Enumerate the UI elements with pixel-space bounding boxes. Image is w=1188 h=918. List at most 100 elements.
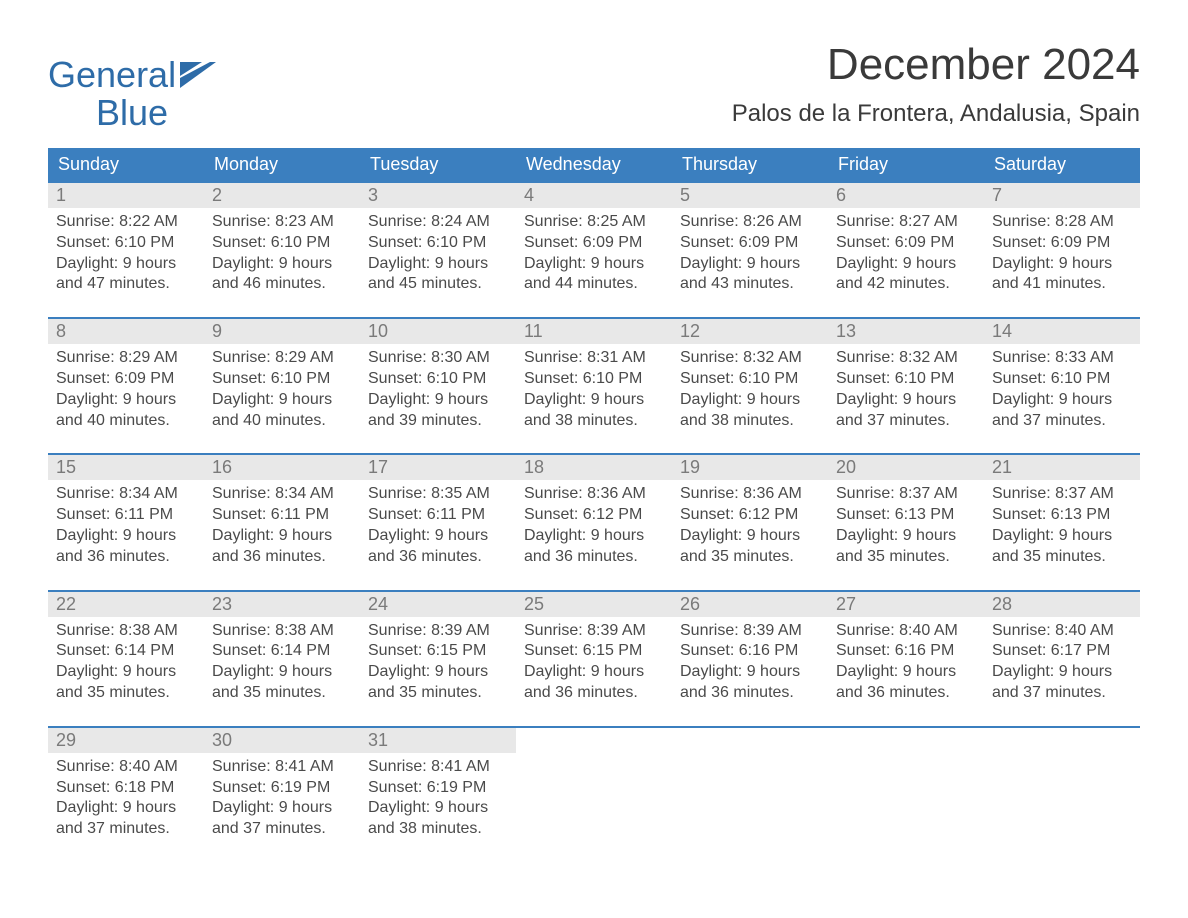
sunrise-label: Sunrise: bbox=[212, 213, 271, 230]
daylight-line1: Daylight: 9 hours bbox=[992, 662, 1132, 683]
daylight-label: Daylight: bbox=[524, 255, 586, 272]
sunset-value: 6:14 PM bbox=[115, 642, 175, 659]
sunset-line: Sunset: 6:17 PM bbox=[992, 641, 1132, 662]
day-cell: 16Sunrise: 8:34 AMSunset: 6:11 PMDayligh… bbox=[204, 455, 360, 571]
week-row: 29Sunrise: 8:40 AMSunset: 6:18 PMDayligh… bbox=[48, 726, 1140, 844]
sunset-value: 6:10 PM bbox=[271, 370, 331, 387]
sunrise-label: Sunrise: bbox=[992, 485, 1051, 502]
sunset-label: Sunset: bbox=[836, 642, 890, 659]
daylight-line2: and 44 minutes. bbox=[524, 274, 664, 295]
day-details: Sunrise: 8:31 AMSunset: 6:10 PMDaylight:… bbox=[516, 344, 672, 435]
sunrise-value: 8:27 AM bbox=[899, 213, 958, 230]
day-details: Sunrise: 8:40 AMSunset: 6:17 PMDaylight:… bbox=[984, 617, 1140, 708]
sunrise-value: 8:33 AM bbox=[1055, 349, 1114, 366]
sunrise-label: Sunrise: bbox=[992, 349, 1051, 366]
logo-text: General Blue bbox=[48, 56, 176, 132]
daylight-line2: and 38 minutes. bbox=[524, 411, 664, 432]
day-cell: 23Sunrise: 8:38 AMSunset: 6:14 PMDayligh… bbox=[204, 592, 360, 708]
daylight-label: Daylight: bbox=[56, 391, 118, 408]
week-row: 1Sunrise: 8:22 AMSunset: 6:10 PMDaylight… bbox=[48, 181, 1140, 299]
sunrise-label: Sunrise: bbox=[992, 622, 1051, 639]
day-number: 10 bbox=[360, 319, 516, 344]
daylight-label: Daylight: bbox=[56, 663, 118, 680]
day-number: 16 bbox=[204, 455, 360, 480]
day-details: Sunrise: 8:24 AMSunset: 6:10 PMDaylight:… bbox=[360, 208, 516, 299]
day-details: Sunrise: 8:32 AMSunset: 6:10 PMDaylight:… bbox=[672, 344, 828, 435]
daylight-value1: 9 hours bbox=[1059, 663, 1112, 680]
daylight-value1: 9 hours bbox=[747, 255, 800, 272]
daylight-line2: and 40 minutes. bbox=[212, 411, 352, 432]
day-number: 13 bbox=[828, 319, 984, 344]
daylight-value1: 9 hours bbox=[1059, 391, 1112, 408]
day-details: Sunrise: 8:34 AMSunset: 6:11 PMDaylight:… bbox=[48, 480, 204, 571]
day-number: 31 bbox=[360, 728, 516, 753]
sunset-value: 6:15 PM bbox=[427, 642, 487, 659]
sunrise-line: Sunrise: 8:22 AM bbox=[56, 212, 196, 233]
daylight-line1: Daylight: 9 hours bbox=[212, 526, 352, 547]
week-row: 22Sunrise: 8:38 AMSunset: 6:14 PMDayligh… bbox=[48, 590, 1140, 708]
day-cell: 5Sunrise: 8:26 AMSunset: 6:09 PMDaylight… bbox=[672, 183, 828, 299]
daylight-line2: and 45 minutes. bbox=[368, 274, 508, 295]
daylight-value1: 9 hours bbox=[123, 391, 176, 408]
daylight-line1: Daylight: 9 hours bbox=[992, 526, 1132, 547]
sunrise-line: Sunrise: 8:40 AM bbox=[836, 621, 976, 642]
sunrise-line: Sunrise: 8:26 AM bbox=[680, 212, 820, 233]
logo-word1: General bbox=[48, 54, 176, 95]
daylight-line2: and 37 minutes. bbox=[836, 411, 976, 432]
day-cell: 31Sunrise: 8:41 AMSunset: 6:19 PMDayligh… bbox=[360, 728, 516, 844]
daylight-line2: and 38 minutes. bbox=[368, 819, 508, 840]
day-number: 6 bbox=[828, 183, 984, 208]
sunset-label: Sunset: bbox=[836, 506, 890, 523]
daylight-label: Daylight: bbox=[836, 663, 898, 680]
location: Palos de la Frontera, Andalusia, Spain bbox=[732, 100, 1140, 128]
day-details: Sunrise: 8:30 AMSunset: 6:10 PMDaylight:… bbox=[360, 344, 516, 435]
day-cell: 14Sunrise: 8:33 AMSunset: 6:10 PMDayligh… bbox=[984, 319, 1140, 435]
daylight-line2: and 37 minutes. bbox=[992, 683, 1132, 704]
dow-header-row: SundayMondayTuesdayWednesdayThursdayFrid… bbox=[48, 148, 1140, 181]
sunrise-label: Sunrise: bbox=[368, 485, 427, 502]
day-number: 18 bbox=[516, 455, 672, 480]
sunset-line: Sunset: 6:19 PM bbox=[212, 778, 352, 799]
sunset-label: Sunset: bbox=[56, 779, 110, 796]
sunset-label: Sunset: bbox=[992, 234, 1046, 251]
sunset-value: 6:10 PM bbox=[739, 370, 799, 387]
sunrise-value: 8:24 AM bbox=[431, 213, 490, 230]
day-number: 15 bbox=[48, 455, 204, 480]
daylight-line2: and 38 minutes. bbox=[680, 411, 820, 432]
day-cell: 12Sunrise: 8:32 AMSunset: 6:10 PMDayligh… bbox=[672, 319, 828, 435]
daylight-line1: Daylight: 9 hours bbox=[524, 526, 664, 547]
day-cell: 4Sunrise: 8:25 AMSunset: 6:09 PMDaylight… bbox=[516, 183, 672, 299]
sunrise-label: Sunrise: bbox=[836, 622, 895, 639]
day-details: Sunrise: 8:26 AMSunset: 6:09 PMDaylight:… bbox=[672, 208, 828, 299]
sunset-value: 6:09 PM bbox=[739, 234, 799, 251]
sunrise-label: Sunrise: bbox=[56, 213, 115, 230]
sunrise-label: Sunrise: bbox=[680, 622, 739, 639]
sunset-line: Sunset: 6:10 PM bbox=[368, 233, 508, 254]
day-cell: 25Sunrise: 8:39 AMSunset: 6:15 PMDayligh… bbox=[516, 592, 672, 708]
daylight-value1: 9 hours bbox=[123, 255, 176, 272]
sunrise-value: 8:34 AM bbox=[275, 485, 334, 502]
day-cell: 1Sunrise: 8:22 AMSunset: 6:10 PMDaylight… bbox=[48, 183, 204, 299]
day-number: 30 bbox=[204, 728, 360, 753]
daylight-label: Daylight: bbox=[836, 255, 898, 272]
daylight-line2: and 36 minutes. bbox=[680, 683, 820, 704]
daylight-value1: 9 hours bbox=[123, 663, 176, 680]
daylight-value1: 9 hours bbox=[435, 527, 488, 544]
daylight-label: Daylight: bbox=[56, 527, 118, 544]
sunset-value: 6:15 PM bbox=[583, 642, 643, 659]
daylight-line2: and 35 minutes. bbox=[212, 683, 352, 704]
sunset-label: Sunset: bbox=[524, 370, 578, 387]
sunrise-value: 8:29 AM bbox=[119, 349, 178, 366]
day-cell: 10Sunrise: 8:30 AMSunset: 6:10 PMDayligh… bbox=[360, 319, 516, 435]
daylight-label: Daylight: bbox=[992, 663, 1054, 680]
day-cell bbox=[828, 728, 984, 844]
daylight-value1: 9 hours bbox=[591, 527, 644, 544]
sunset-line: Sunset: 6:09 PM bbox=[836, 233, 976, 254]
day-details: Sunrise: 8:40 AMSunset: 6:16 PMDaylight:… bbox=[828, 617, 984, 708]
sunset-line: Sunset: 6:15 PM bbox=[368, 641, 508, 662]
sunset-label: Sunset: bbox=[368, 370, 422, 387]
daylight-line1: Daylight: 9 hours bbox=[56, 798, 196, 819]
daylight-line1: Daylight: 9 hours bbox=[836, 662, 976, 683]
daylight-label: Daylight: bbox=[524, 663, 586, 680]
daylight-line1: Daylight: 9 hours bbox=[992, 254, 1132, 275]
